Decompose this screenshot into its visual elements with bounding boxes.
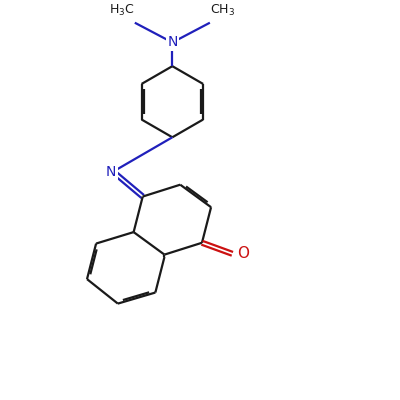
- Text: H$_3$C: H$_3$C: [109, 3, 135, 18]
- Text: N: N: [106, 165, 116, 179]
- Text: CH$_3$: CH$_3$: [210, 3, 235, 18]
- Text: N: N: [167, 36, 178, 50]
- Text: O: O: [237, 246, 249, 261]
